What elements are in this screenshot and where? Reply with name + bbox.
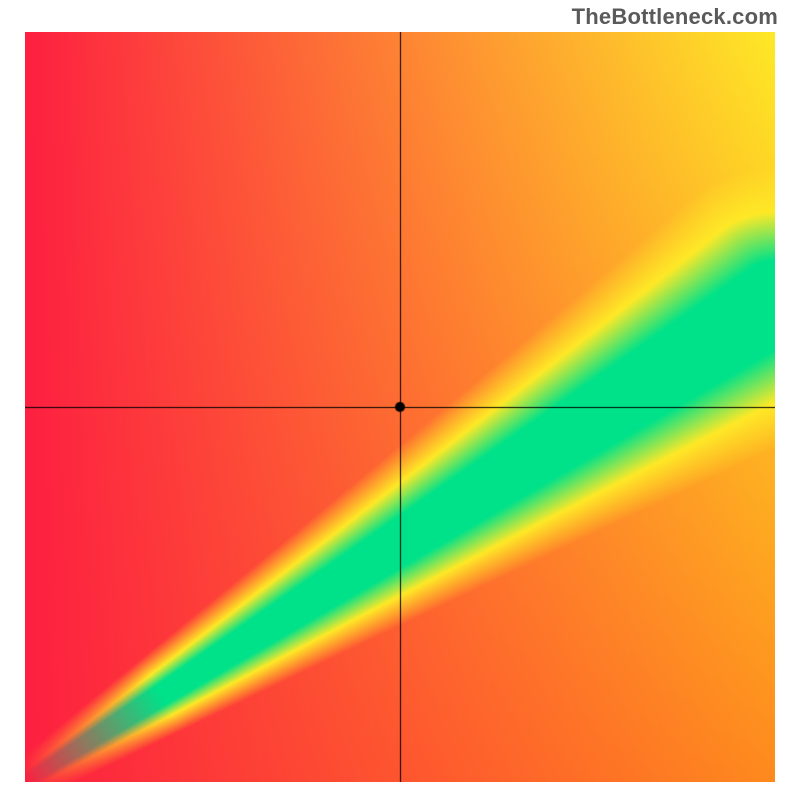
chart-container (25, 32, 775, 782)
watermark-text: TheBottleneck.com (572, 4, 778, 30)
bottleneck-heatmap (25, 32, 775, 782)
